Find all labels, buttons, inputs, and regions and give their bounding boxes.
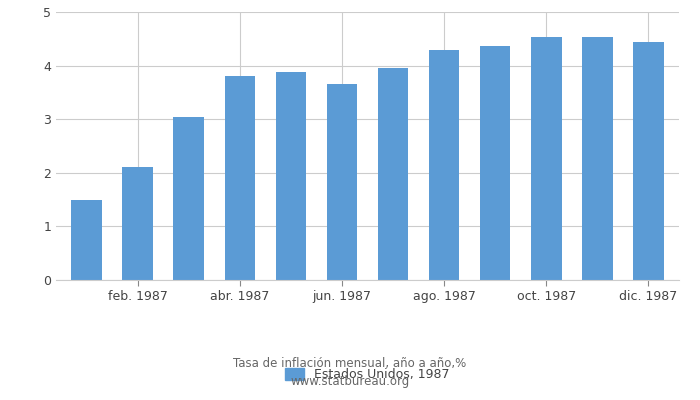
Bar: [531, 37, 561, 280]
Legend: Estados Unidos, 1987: Estados Unidos, 1987: [281, 363, 454, 386]
Bar: [429, 50, 459, 280]
Bar: [71, 200, 102, 280]
Bar: [378, 68, 408, 280]
Text: Tasa de inflación mensual, año a año,%: Tasa de inflación mensual, año a año,%: [233, 358, 467, 370]
Bar: [633, 42, 664, 280]
Bar: [174, 116, 204, 280]
Text: www.statbureau.org: www.statbureau.org: [290, 376, 410, 388]
Bar: [225, 76, 256, 280]
Bar: [480, 46, 510, 280]
Bar: [122, 167, 153, 280]
Bar: [276, 72, 306, 280]
Bar: [582, 37, 612, 280]
Bar: [327, 84, 357, 280]
